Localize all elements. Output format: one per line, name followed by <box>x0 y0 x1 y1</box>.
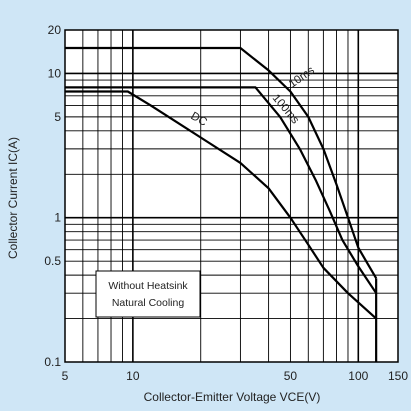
x-tick-label: 10 <box>126 369 140 383</box>
grid-lines <box>65 29 399 362</box>
y-tick-label: 5 <box>54 110 61 124</box>
y-axis-label: Collector Current IC(A) <box>6 137 20 259</box>
annotation-line-2: Natural Cooling <box>112 297 185 309</box>
x-tick-label: 50 <box>284 369 298 383</box>
x-axis-label: Collector-Emitter Voltage VCE(V) <box>144 390 321 404</box>
annotation-box: Without Heatsink Natural Cooling <box>95 270 201 318</box>
annotation-line-1: Without Heatsink <box>108 280 188 292</box>
y-tick-label: 0.5 <box>44 254 61 268</box>
series-line-100ms <box>65 86 378 294</box>
y-tick-label: 0.1 <box>44 355 61 369</box>
annotation-frame <box>95 270 201 318</box>
plot-frame <box>64 29 399 363</box>
series-line-10ms <box>65 46 378 279</box>
x-tick-label: 100 <box>348 369 368 383</box>
series-group <box>65 46 378 362</box>
y-tick-label: 10 <box>48 66 62 80</box>
y-tick-label: 1 <box>54 211 61 225</box>
tick-labels: 5 10 50 100 150 0.1 0.5 1 5 10 20 <box>44 23 408 383</box>
y-tick-label: 20 <box>48 23 62 37</box>
x-tick-label: 5 <box>62 369 69 383</box>
series-line-dc <box>65 90 377 320</box>
x-tick-label: 150 <box>388 369 408 383</box>
